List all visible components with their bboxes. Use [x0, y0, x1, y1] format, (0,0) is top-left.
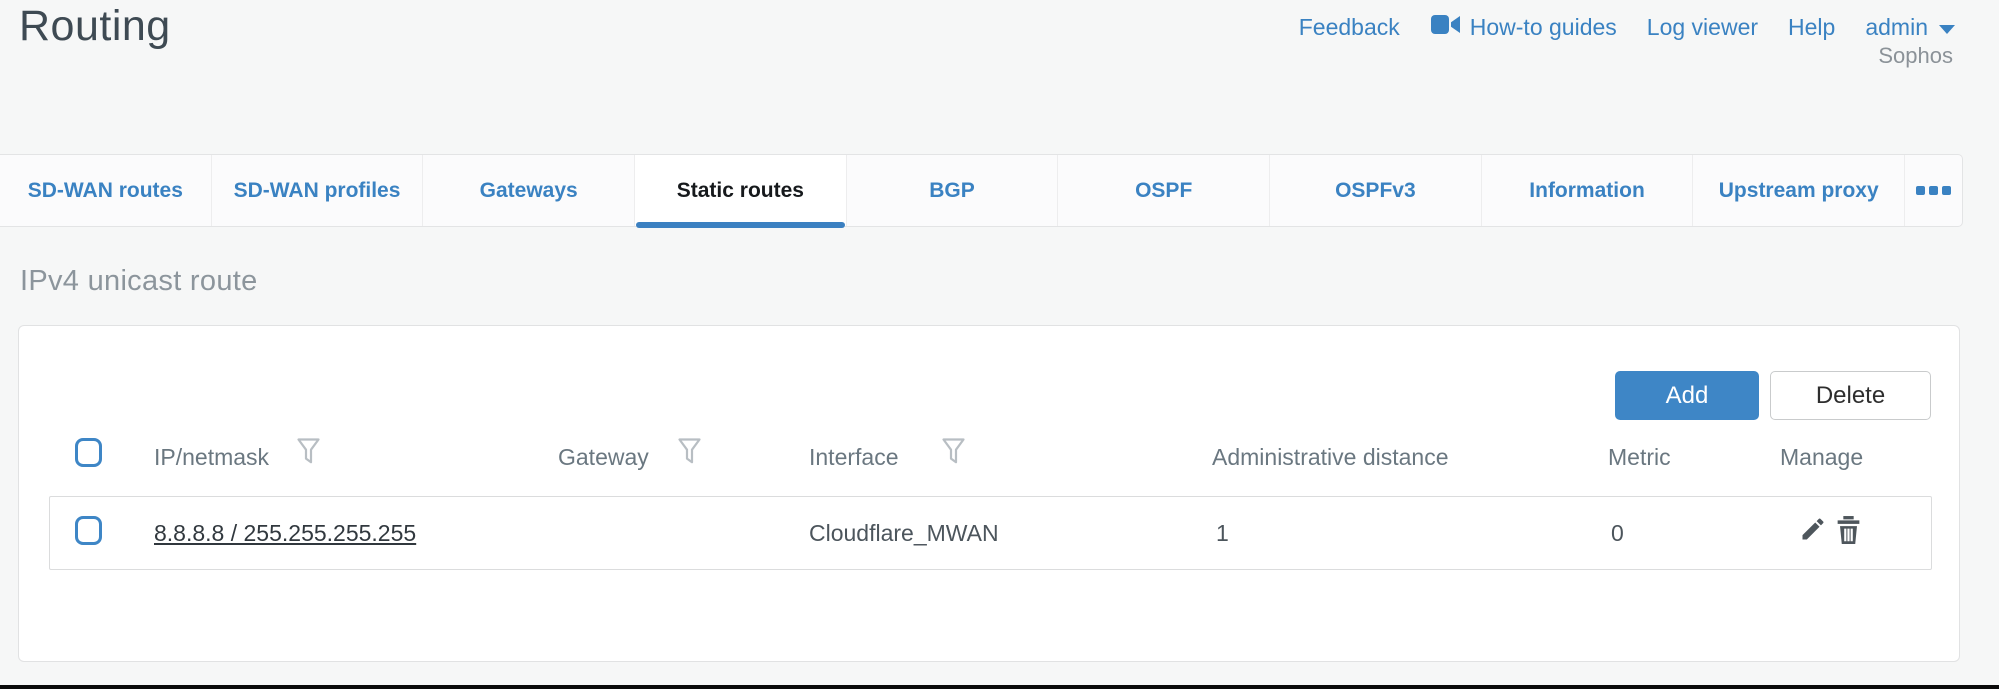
admin-menu[interactable]: admin — [1865, 14, 1955, 41]
chevron-down-icon — [1939, 24, 1955, 34]
tab-sd-wan-profiles[interactable]: SD-WAN profiles — [212, 155, 424, 226]
cell-metric: 0 — [1611, 520, 1624, 546]
column-header-manage: Manage — [1780, 444, 1864, 470]
log-viewer-label: Log viewer — [1646, 14, 1759, 40]
tab-ospf[interactable]: OSPF — [1058, 155, 1271, 226]
tab-label: Information — [1529, 178, 1645, 202]
ellipsis-icon — [1916, 186, 1952, 195]
routes-panel: Add Delete IP/netmask Gateway Interface … — [18, 325, 1960, 662]
add-button[interactable]: Add — [1615, 371, 1759, 420]
tab-label: Static routes — [676, 178, 804, 202]
delete-icon[interactable] — [1835, 515, 1862, 545]
howto-guides-label: How-to guides — [1469, 14, 1617, 40]
tab-label: SD-WAN routes — [27, 178, 183, 202]
cell-interface: Cloudflare_MWAN — [809, 520, 999, 546]
video-camera-icon — [1430, 13, 1461, 42]
filter-icon[interactable] — [941, 437, 966, 466]
org-label: Sophos — [1878, 43, 1953, 68]
page-title: Routing — [19, 2, 171, 50]
window-bottom-edge — [0, 685, 1999, 689]
log-viewer-link[interactable]: Log viewer — [1647, 14, 1758, 41]
tab-static-routes[interactable]: Static routes — [635, 155, 847, 228]
filter-icon[interactable] — [296, 437, 321, 466]
feedback-link[interactable]: Feedback — [1299, 14, 1400, 41]
table-row — [49, 496, 1932, 570]
routing-tabbar: SD-WAN routes SD-WAN profiles Gateways S… — [0, 154, 1963, 228]
column-header-admin-distance: Administrative distance — [1212, 444, 1449, 470]
column-header-ip-netmask: IP/netmask — [154, 444, 270, 470]
tab-label: Upstream proxy — [1718, 178, 1879, 202]
section-heading: IPv4 unicast route — [20, 265, 258, 297]
tab-label: SD-WAN profiles — [233, 178, 401, 202]
tab-label: BGP — [929, 178, 975, 202]
edit-icon[interactable] — [1799, 515, 1827, 543]
help-label: Help — [1788, 14, 1836, 40]
column-header-gateway: Gateway — [558, 444, 649, 470]
tab-information[interactable]: Information — [1482, 155, 1694, 226]
row-checkbox[interactable] — [75, 516, 102, 545]
column-header-metric: Metric — [1608, 444, 1671, 470]
tab-bgp[interactable]: BGP — [847, 155, 1059, 226]
tab-label: OSPF — [1135, 178, 1193, 202]
feedback-label: Feedback — [1298, 14, 1400, 40]
help-link[interactable]: Help — [1788, 14, 1835, 41]
select-all-checkbox[interactable] — [75, 438, 102, 467]
more-tabs-button[interactable] — [1905, 155, 1962, 226]
delete-button[interactable]: Delete — [1770, 371, 1931, 420]
top-navigation: Feedback How-to guides Log viewer Help a… — [1299, 13, 1955, 42]
tab-upstream-proxy[interactable]: Upstream proxy — [1693, 155, 1906, 226]
column-header-interface: Interface — [809, 444, 899, 470]
howto-guides-link[interactable]: How-to guides — [1430, 13, 1617, 42]
tab-label: OSPFv3 — [1335, 178, 1416, 202]
route-link[interactable]: 8.8.8.8 / 255.255.255.255 — [154, 520, 417, 546]
tab-sd-wan-routes[interactable]: SD-WAN routes — [0, 155, 212, 226]
tab-label: Gateways — [479, 178, 578, 202]
tab-ospfv3[interactable]: OSPFv3 — [1270, 155, 1482, 226]
admin-label: admin — [1865, 14, 1928, 40]
tab-gateways[interactable]: Gateways — [423, 155, 636, 226]
cell-admin-distance: 1 — [1216, 520, 1229, 546]
filter-icon[interactable] — [677, 437, 702, 466]
